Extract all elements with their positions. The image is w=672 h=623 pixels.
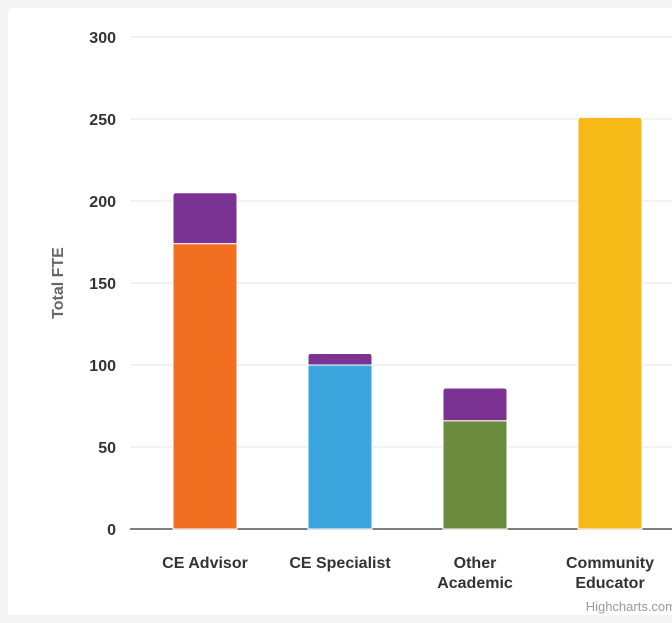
x-category-label: Other Academic — [437, 555, 513, 592]
y-axis-title: Total FTE — [50, 247, 67, 319]
x-category-label: Community Educator — [566, 555, 654, 592]
y-tick-label: 250 — [89, 112, 116, 129]
y-tick-label: 50 — [98, 440, 116, 457]
credits-link[interactable]: Highcharts.com — [586, 599, 672, 614]
bar-segment[interactable] — [172, 192, 238, 245]
bar-segment[interactable] — [172, 243, 239, 530]
chart-card: 0 50 100 150 200 250 300 CE Advisor CE Specialis… — [8, 8, 672, 615]
y-tick-label: 0 — [107, 522, 116, 539]
bar-segment[interactable] — [442, 387, 508, 422]
y-tick-label: 100 — [89, 358, 116, 375]
x-category-label: CE Advisor — [162, 555, 248, 572]
y-tick-label: 200 — [89, 194, 116, 211]
bar-segment[interactable] — [307, 353, 373, 366]
chart-svg: 0 50 100 150 200 250 300 CE Advisor CE Specialis… — [50, 30, 672, 614]
y-tick-label: 300 — [89, 30, 116, 47]
bar-segment[interactable] — [577, 116, 643, 530]
x-category-label: CE Specialist — [289, 555, 391, 572]
bar-segment[interactable] — [442, 420, 508, 530]
label-layer: 0 50 100 150 200 250 300 CE Advisor CE Specialis… — [89, 30, 654, 592]
bar-layer — [172, 116, 643, 530]
bar-segment[interactable] — [307, 364, 373, 530]
y-tick-label: 150 — [89, 276, 116, 293]
